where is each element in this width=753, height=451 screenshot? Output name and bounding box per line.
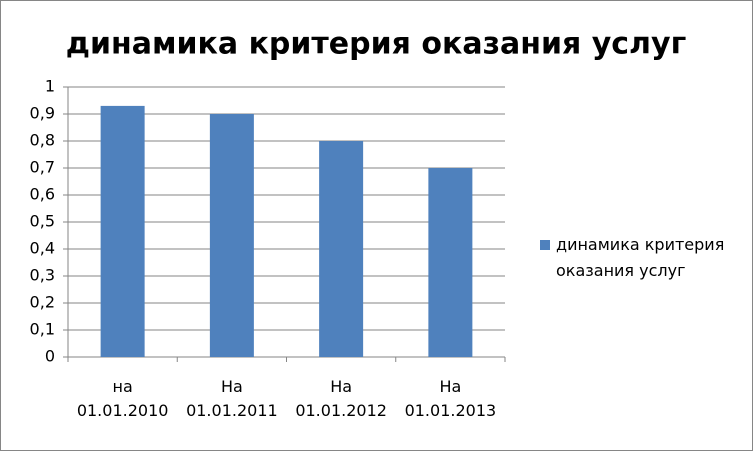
y-tick-label: 0,8: [30, 131, 55, 150]
bar: [428, 168, 473, 357]
x-tick-label: На 01.01.2012: [295, 377, 387, 420]
y-tick-label: 0: [45, 347, 55, 366]
chart-title: динамика критерия оказания услуг: [66, 27, 687, 62]
y-tick-label: 1: [45, 77, 55, 96]
legend-swatch: [540, 240, 550, 250]
y-tick-label: 0,6: [30, 185, 55, 204]
y-tick-label: 0,5: [30, 212, 55, 231]
bar: [209, 114, 254, 357]
bar: [319, 141, 364, 357]
y-tick-label: 0,1: [30, 320, 55, 339]
x-tick-label: На 01.01.2013: [404, 377, 497, 420]
x-tick-label: на 01.01.2010: [76, 377, 169, 420]
y-tick-label: 0,2: [30, 293, 55, 312]
y-tick-label: 0,4: [30, 239, 55, 258]
y-tick-label: 0,3: [30, 266, 55, 285]
bar: [100, 105, 145, 358]
y-tick-label: 0,9: [30, 104, 55, 123]
y-tick-label: 0,7: [30, 158, 55, 177]
legend-label: динамика критерия оказания услуг: [556, 235, 725, 280]
x-tick-label: На 01.01.2011: [186, 377, 278, 420]
